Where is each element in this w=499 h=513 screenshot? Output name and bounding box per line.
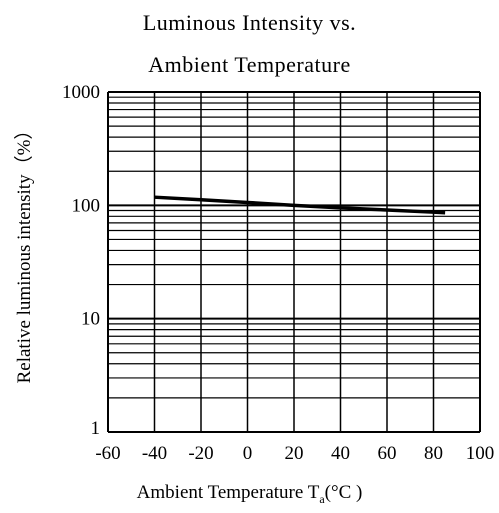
x-tick-label: -60 [95,443,120,464]
series-line [154,195,446,215]
x-tick-label: 80 [424,443,443,464]
x-tick-label: 40 [331,443,350,464]
x-axis-label-unit: (°C ) [324,482,363,503]
axis-tick-labels: -60 -40 -20 0 20 40 60 80 100 1 10 100 1000 [62,82,494,464]
y-axis-label: Relative luminous intensity（%） [13,121,35,384]
y-tick-label: 100 [72,195,101,216]
plot-grid [107,91,481,433]
x-tick-label: -40 [142,443,167,464]
x-axis-label-subscript: a [319,491,325,506]
x-axis-label: Ambient Temperature Ta(°C ) [0,482,499,507]
chart-title-line-2: Ambient Temperature [148,52,351,77]
x-tick-label: 60 [378,443,397,464]
chart-title-line-1: Luminous Intensity vs. [142,10,357,35]
y-tick-label: 1000 [62,82,100,103]
series-layer [154,195,446,215]
y-tick-label: 1 [91,418,101,439]
y-tick-label: 10 [81,309,100,330]
x-tick-label: 20 [285,443,304,464]
x-axis-label-text: Ambient Temperature T [136,482,320,503]
x-tick-label: 100 [466,443,495,464]
x-tick-label: 0 [243,443,253,464]
x-tick-label: -20 [188,443,213,464]
